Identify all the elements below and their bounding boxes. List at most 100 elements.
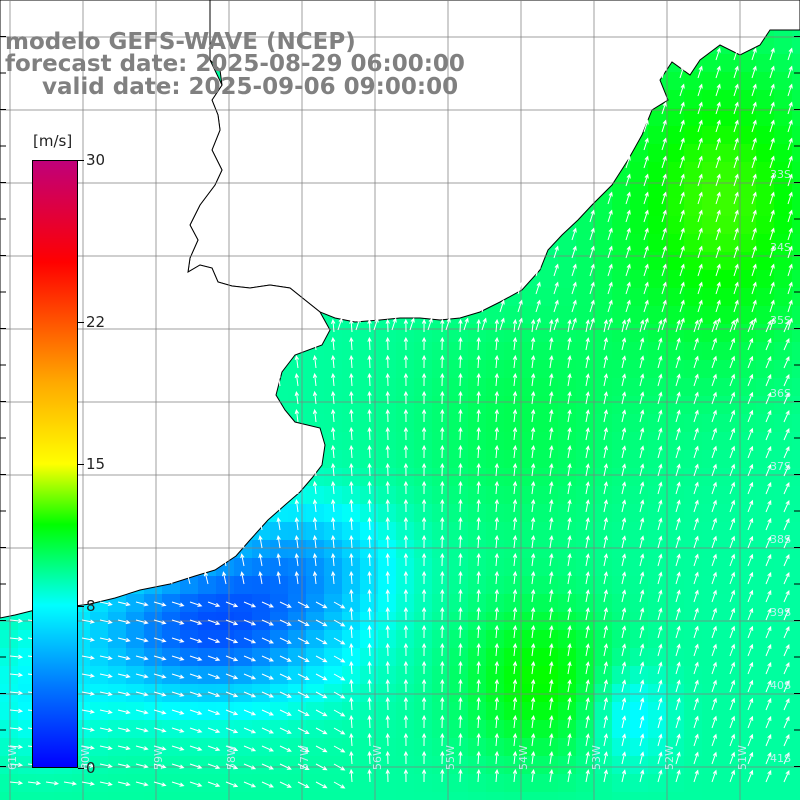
wind-arrow — [643, 263, 649, 277]
latitude-label: 37S — [770, 460, 791, 473]
wind-arrow — [729, 445, 736, 459]
wind-cell — [702, 630, 721, 649]
wind-cell — [576, 666, 595, 685]
wind-cell — [792, 504, 800, 523]
wind-arrow — [625, 245, 631, 259]
wind-arrow — [440, 714, 445, 729]
wind-cell — [738, 342, 757, 361]
wind-arrow — [333, 655, 346, 663]
wind-cell — [504, 522, 523, 541]
wind-cell — [108, 756, 127, 775]
wind-cell — [774, 774, 793, 793]
wind-cell — [594, 594, 613, 613]
wind-arrow — [171, 619, 185, 625]
wind-cell — [558, 558, 577, 577]
wind-arrow — [297, 727, 310, 734]
wind-cell — [612, 738, 631, 757]
wind-arrow — [385, 606, 390, 621]
wind-cell — [108, 738, 127, 757]
wind-arrow — [639, 409, 645, 423]
wind-arrow — [207, 673, 221, 680]
wind-arrow — [769, 299, 775, 313]
wind-arrow — [549, 499, 554, 513]
wind-arrow — [421, 624, 427, 639]
colorbar-tick-label: 8 — [86, 596, 96, 615]
wind-arrow — [476, 516, 481, 531]
wind-cell — [504, 486, 523, 505]
wind-cell — [468, 342, 487, 361]
wind-cell — [648, 720, 667, 739]
wind-arrow — [512, 534, 518, 549]
wind-cell — [306, 360, 325, 379]
wind-arrow — [367, 516, 372, 531]
wind-arrow — [643, 299, 649, 313]
wind-arrow — [421, 768, 427, 783]
wind-cell — [522, 630, 541, 649]
longitude-label: 54W — [517, 745, 530, 770]
wind-cell — [702, 468, 721, 487]
wind-arrow — [585, 607, 590, 621]
wind-arrow — [747, 517, 754, 531]
wind-arrow — [729, 697, 736, 711]
wind-cell — [648, 468, 667, 487]
wind-cell — [702, 594, 721, 613]
wind-cell — [792, 576, 800, 595]
wind-cell — [630, 720, 649, 739]
latitude-label: 41S — [770, 752, 791, 765]
wind-arrow — [530, 318, 536, 333]
wind-arrow — [243, 619, 257, 626]
wind-arrow — [747, 445, 754, 459]
wind-arrow — [385, 732, 390, 747]
wind-cell — [450, 774, 469, 793]
wind-arrow — [349, 750, 354, 765]
wind-arrow — [512, 750, 518, 765]
wind-arrow — [458, 426, 463, 441]
wind-arrow — [403, 426, 409, 441]
wind-arrow — [367, 354, 372, 369]
wind-cell — [720, 594, 739, 613]
wind-arrow — [657, 715, 663, 729]
wind-cell — [684, 774, 703, 793]
wind-arrow — [421, 714, 427, 729]
wind-arrow — [729, 409, 736, 423]
wind-cell — [792, 108, 800, 127]
wind-arrow — [530, 624, 536, 639]
wind-arrow — [385, 768, 390, 783]
wind-arrow — [440, 678, 445, 693]
wind-cell — [360, 738, 379, 757]
wind-cell — [378, 792, 397, 800]
wind-arrow — [769, 65, 775, 79]
wind-arrow — [585, 391, 590, 405]
wind-arrow — [621, 751, 627, 765]
wind-arrow — [312, 516, 318, 531]
wind-cell — [162, 630, 181, 649]
wind-cell — [126, 774, 145, 793]
wind-cell — [378, 630, 397, 649]
wind-arrow — [440, 642, 445, 657]
wind-arrow — [331, 534, 336, 549]
wind-cell — [162, 792, 181, 800]
wind-cell — [540, 738, 559, 757]
wind-cell — [378, 558, 397, 577]
wind-cell — [342, 522, 361, 541]
wind-cell — [396, 540, 415, 559]
wind-arrow — [567, 661, 572, 675]
wind-arrow — [530, 408, 536, 423]
wind-arrow — [494, 498, 499, 513]
wind-arrow — [385, 354, 390, 369]
wind-cell — [342, 756, 361, 775]
wind-arrow — [675, 337, 681, 351]
wind-arrow — [783, 391, 790, 405]
wind-arrow — [661, 227, 667, 241]
wind-cell — [792, 180, 800, 199]
wind-cell — [108, 630, 127, 649]
wind-arrow — [333, 709, 346, 717]
wind-cell — [450, 738, 469, 757]
wind-arrow — [494, 678, 499, 693]
wind-arrow — [549, 643, 554, 657]
wind-arrow — [385, 318, 390, 333]
wind-arrow — [385, 552, 390, 567]
wind-cell — [450, 576, 469, 595]
wind-arrow — [312, 408, 318, 423]
